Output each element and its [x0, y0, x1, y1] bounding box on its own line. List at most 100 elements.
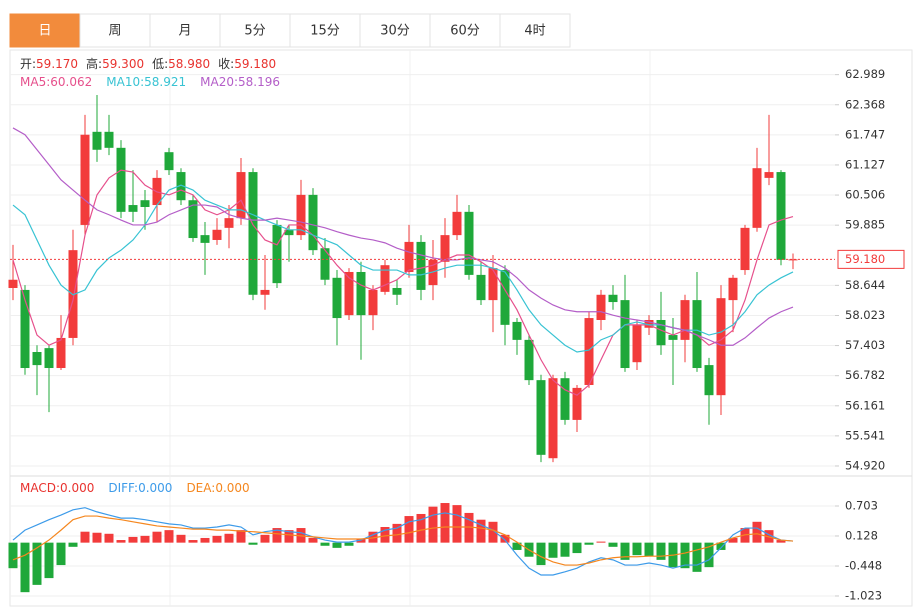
legend-value: 58.921 [144, 75, 186, 89]
ohlc-info: 开:59.170 高:59.300 低:58.980 收:59.180 [20, 56, 276, 71]
legend-name: DIFF: [108, 481, 138, 495]
candle-body [116, 147, 126, 212]
legend-value: 0.000 [60, 481, 94, 495]
macd-bar [596, 541, 606, 543]
legend-name: MACD: [20, 481, 60, 495]
tab-label: 60分 [450, 24, 480, 39]
y-tick-label: 0.703 [845, 498, 878, 512]
period-tab[interactable]: 30分 [359, 13, 431, 48]
macd-bar [572, 542, 582, 554]
macd-bar [128, 536, 138, 543]
candle-body [272, 224, 282, 284]
period-tab[interactable]: 周 [79, 13, 151, 48]
indicator-line [12, 515, 794, 566]
candle-body [668, 335, 678, 340]
macd-bar [776, 540, 786, 543]
candle-body [452, 211, 462, 236]
tab-label: 日 [38, 24, 51, 39]
legend-value: 60.062 [50, 75, 92, 89]
macd-bar [752, 521, 762, 543]
indicator-line [12, 169, 794, 396]
candle-body [560, 378, 570, 420]
candle-body [524, 339, 534, 381]
macd-bar [416, 513, 426, 543]
legend-value: 0.000 [138, 481, 172, 495]
tab-box [79, 13, 151, 48]
candle-body [356, 271, 366, 316]
period-tab[interactable]: 月 [149, 13, 221, 48]
period-tab[interactable]: 日 [9, 13, 81, 48]
macd-bar [236, 530, 246, 543]
candle-body [212, 229, 222, 240]
candle-body [392, 287, 402, 295]
candle-body [476, 274, 486, 301]
legend: MA5:60.062 MA10:58.921 MA20:58.196 [20, 75, 280, 89]
tab-label: 5分 [244, 24, 265, 39]
candle-body [176, 172, 186, 201]
macd-bar [140, 535, 150, 543]
candle-body [512, 321, 522, 340]
candle-body [128, 205, 138, 212]
macd-bar [188, 540, 198, 543]
macd-bar [560, 542, 570, 557]
candle-body [572, 387, 582, 420]
candle-body [632, 324, 642, 363]
candle-body [80, 134, 90, 225]
period-tab[interactable]: 60分 [429, 13, 501, 48]
period-tab[interactable]: 15分 [289, 13, 361, 48]
candle-body [32, 352, 42, 366]
macd-bar [260, 534, 270, 543]
tab-label: 月 [178, 24, 191, 39]
macd-bar [620, 542, 630, 560]
macd-bar [584, 542, 594, 545]
tab-label: 30分 [380, 24, 410, 39]
candle-body [332, 277, 342, 319]
last-price-box [837, 249, 905, 269]
info-name: 开: [20, 57, 36, 71]
macd-bar [512, 542, 522, 550]
candle-body [224, 218, 234, 228]
y-tick-label: 56.161 [845, 398, 885, 412]
candle-body [644, 319, 654, 328]
macd-bar [392, 523, 402, 543]
macd-bar [428, 506, 438, 543]
candle-body [164, 152, 174, 171]
candle-body [416, 241, 426, 290]
y-tick-label: -1.023 [845, 588, 882, 602]
y-tick-label: 57.403 [845, 338, 885, 352]
legend-name: MA10: [106, 75, 144, 89]
y-tick-label: 0.128 [845, 528, 878, 542]
candle-body [188, 200, 198, 239]
candle-body [656, 319, 666, 346]
macd-bar [308, 537, 318, 543]
macd-bar [284, 530, 294, 543]
macd-bar [716, 542, 726, 550]
y-tick-label: 62.989 [845, 67, 885, 81]
macd-bar [440, 503, 450, 543]
macd-bar [608, 542, 618, 547]
candle-body [548, 378, 558, 459]
period-tab[interactable]: 4时 [499, 13, 571, 48]
candle-body [92, 131, 102, 150]
macd-bar [728, 537, 738, 543]
macd-bar [68, 542, 78, 547]
y-tick-label: 61.127 [845, 157, 885, 171]
indicator-line [12, 127, 794, 346]
macd-bar [332, 542, 342, 548]
legend-value: 58.196 [238, 75, 280, 89]
macd-bar [56, 542, 66, 566]
candle-body [200, 235, 210, 243]
info-value: 59.300 [102, 57, 144, 71]
candle-body [380, 265, 390, 292]
macd-bar [368, 531, 378, 543]
candle-body [236, 172, 246, 219]
tab-box [499, 13, 571, 48]
period-tab[interactable]: 5分 [219, 13, 291, 48]
macd-bar [200, 537, 210, 543]
tab-label: 4时 [524, 24, 545, 39]
candle-body [620, 300, 630, 369]
macd-bar [404, 516, 414, 543]
macd-bar [152, 531, 162, 543]
macd-bar [80, 531, 90, 543]
